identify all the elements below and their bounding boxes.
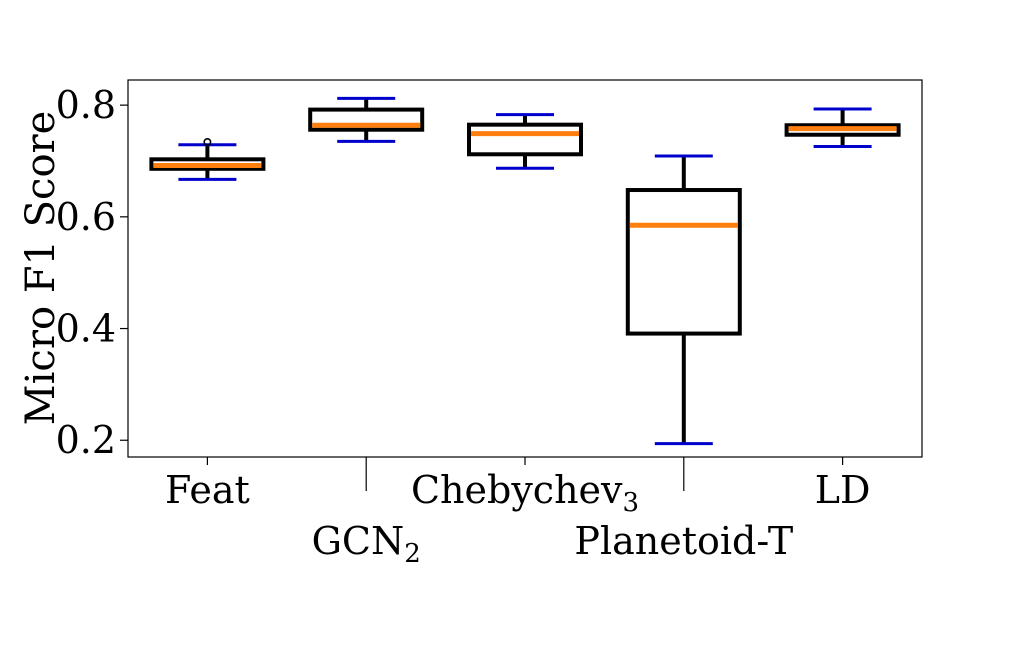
x-tick-label-text: Planetoid-T (574, 519, 793, 563)
x-tick-label-text: GCN (312, 519, 405, 563)
box-series-3 (625, 154, 742, 446)
x-tick-label-subscript: 3 (623, 488, 640, 518)
x-tick-label-subscript: 2 (404, 539, 421, 569)
box-series-4 (784, 107, 901, 148)
x-tick-label-text: Feat (165, 468, 250, 512)
y-axis: 0.2 0.4 0.6 0.8 (56, 83, 128, 462)
outlier-point (203, 137, 212, 146)
box-iqr (467, 122, 583, 157)
x-tick-label: Feat (165, 468, 250, 512)
y-tick-label: 0.2 (56, 418, 116, 462)
x-tick-label: GCN2 (312, 519, 421, 569)
x-tick-label-text: LD (815, 468, 871, 512)
x-tick-label: Chebychev3 (411, 468, 639, 518)
box-series-0 (149, 137, 266, 181)
y-tick-label: 0.6 (56, 195, 116, 239)
y-tick-label: 0.4 (56, 307, 116, 351)
x-tick-label-text: Chebychev (411, 468, 623, 512)
box-series-2 (467, 113, 583, 170)
plot-area (127, 79, 923, 458)
y-axis-label: Micro F1 Score (18, 111, 64, 426)
box-series-1 (308, 96, 425, 143)
x-tick-label: Planetoid-T (574, 519, 793, 563)
box-iqr (625, 188, 742, 336)
x-tick-label: LD (815, 468, 871, 512)
y-tick-label: 0.8 (56, 83, 116, 127)
